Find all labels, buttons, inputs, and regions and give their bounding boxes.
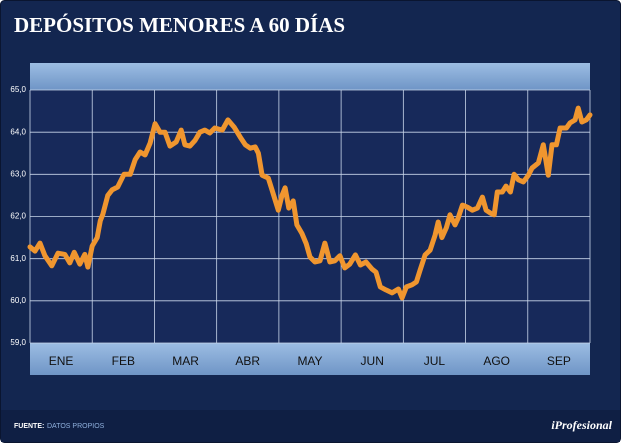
y-tick-label: 60,0 bbox=[10, 296, 26, 305]
x-tick-label: ABR bbox=[235, 354, 260, 368]
y-tick-label: 59,0 bbox=[10, 338, 26, 347]
top-band bbox=[30, 63, 590, 90]
line-series bbox=[27, 105, 593, 301]
y-tick-label: 61,0 bbox=[10, 254, 26, 263]
source: DATOS PROPIOS bbox=[47, 423, 105, 430]
source-label: FUENTE: bbox=[14, 423, 44, 430]
x-tick-label: MAR bbox=[172, 354, 199, 368]
bottom-band bbox=[30, 343, 590, 375]
footer-band bbox=[1, 410, 620, 442]
x-tick-label: JUL bbox=[424, 354, 446, 368]
y-tick-label: 64,0 bbox=[10, 127, 26, 136]
x-tick-label: ENE bbox=[49, 354, 74, 368]
y-tick-label: 65,0 bbox=[10, 85, 26, 94]
y-tick-label: 62,0 bbox=[10, 212, 26, 221]
x-tick-label: MAY bbox=[297, 354, 322, 368]
brand: iProfesional bbox=[551, 418, 612, 432]
x-tick-label: AGO bbox=[483, 354, 510, 368]
y-tick-label: 63,0 bbox=[10, 169, 26, 178]
x-tick-label: FEB bbox=[112, 354, 135, 368]
x-tick-label: SEP bbox=[547, 354, 571, 368]
x-tick-label: JUN bbox=[361, 354, 384, 368]
chart-title: DEPÓSITOS MENORES A 60 DÍAS bbox=[14, 13, 345, 37]
